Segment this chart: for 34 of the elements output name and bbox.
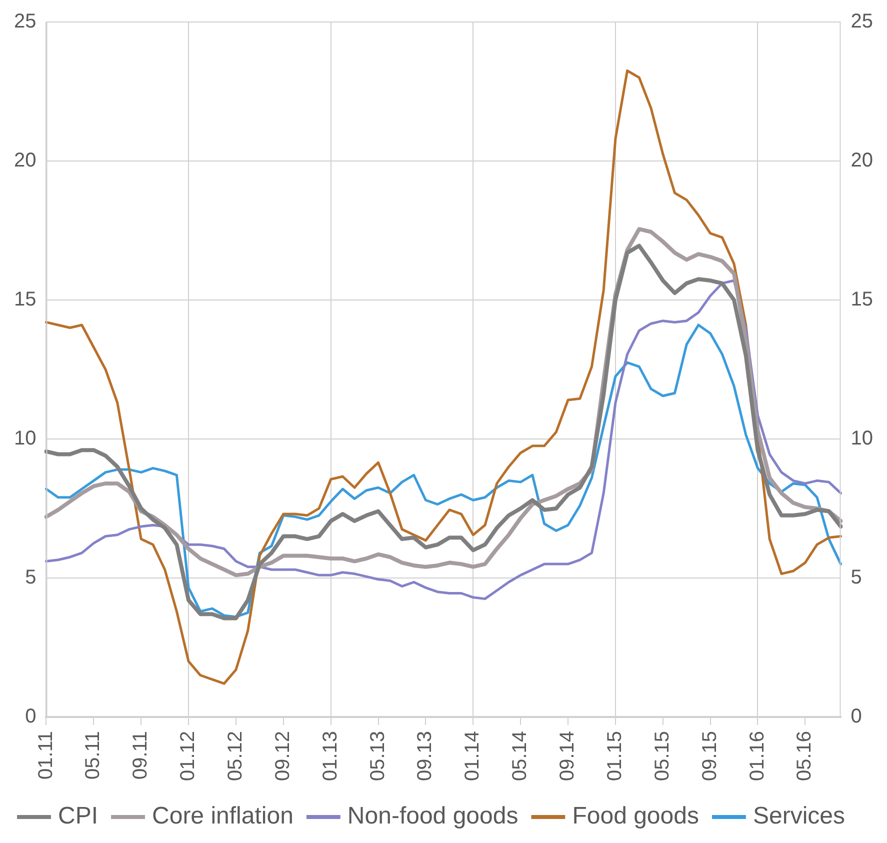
x-tick-label: 09.13: [414, 730, 436, 782]
legend-label: Services: [752, 802, 845, 830]
x-tick-label: 01.15: [604, 730, 626, 782]
legend-label: Core inflation: [152, 802, 294, 830]
x-tick-label: 01.12: [177, 730, 200, 782]
y2-tick-label: 15: [850, 288, 874, 310]
legend-label: Non-food goods: [347, 802, 518, 830]
x-tick-label: 05.11: [82, 730, 104, 780]
y2-tick-label: 20: [850, 150, 874, 172]
x-tick-label: 09.11: [130, 730, 152, 780]
y-tick-label: 10: [14, 427, 36, 450]
x-tick-label: 09.15: [698, 730, 721, 782]
y-tick-label: 20: [14, 150, 36, 172]
y2-tick-label: 5: [850, 566, 862, 588]
x-tick-label: 01.14: [462, 730, 484, 782]
y-tick-label: 15: [14, 288, 36, 310]
x-tick-label: 09.12: [272, 730, 294, 782]
x-tick-label: 01.13: [319, 730, 342, 782]
legend-label: CPI: [58, 802, 98, 830]
x-tick-label: 05.12: [224, 730, 246, 782]
y-tick-label: 0: [25, 705, 36, 728]
x-tick-label: 01.16: [746, 730, 768, 782]
legend-label: Food goods: [572, 802, 699, 830]
x-tick-label: 05.15: [651, 730, 674, 782]
x-tick-label: 05.16: [794, 730, 816, 782]
y-tick-label: 5: [25, 566, 36, 588]
y2-tick-label: 0: [850, 705, 862, 728]
y-tick-label: 25: [14, 10, 36, 33]
x-tick-label: 05.13: [366, 730, 389, 782]
x-tick-label: 05.14: [509, 730, 532, 782]
y2-tick-label: 10: [850, 427, 874, 450]
y2-tick-label: 25: [850, 10, 874, 33]
x-tick-label: 09.14: [556, 730, 579, 782]
x-tick-label: 01.11: [34, 730, 57, 780]
